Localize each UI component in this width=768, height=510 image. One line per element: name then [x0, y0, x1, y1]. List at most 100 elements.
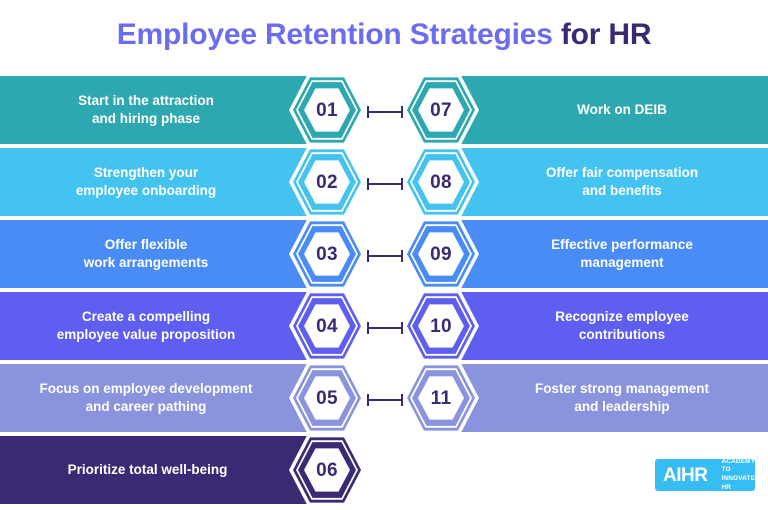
hexagon-number: 09 [430, 243, 452, 265]
strategy-label-right: Foster strong management and leadership [476, 364, 768, 432]
hexagon-number: 08 [430, 171, 452, 193]
label-line: Strengthen your [93, 164, 199, 180]
page-title: Employee Retention Strategies for HR [0, 18, 768, 52]
row-connector-icon [366, 250, 404, 262]
connector-cap-right [401, 106, 403, 118]
row-connector-icon [366, 322, 404, 334]
hexagon-number: 10 [430, 315, 452, 337]
strategy-rows: Start in the attraction and hiring phase 0… [0, 73, 768, 510]
connector-cap-left [367, 178, 369, 190]
hexagon-number: 05 [316, 387, 338, 409]
band-right [438, 292, 768, 360]
connector-bar [368, 183, 402, 185]
connector-cap-right [401, 322, 403, 334]
label-line: Prioritize total well-being [67, 461, 228, 477]
hexagon-badge-02[interactable]: 02 [289, 144, 365, 220]
strategy-row: Start in the attraction and hiring phase 0… [0, 73, 768, 147]
hexagon-badge-03[interactable]: 03 [289, 216, 365, 292]
strategy-label-right: Work on DEIB [476, 76, 768, 144]
band-right [438, 364, 768, 432]
label-line: Focus on employee development [39, 380, 253, 396]
aihr-logo[interactable]: AIHR ACADEMY TO INNOVATE HR [655, 458, 755, 493]
band-left [0, 220, 330, 288]
label-line: and career pathing [85, 399, 207, 414]
label-line: and leadership [574, 399, 670, 414]
strategy-row: Focus on employee development and career … [0, 361, 768, 435]
label-line: contributions [578, 327, 666, 342]
connector-cap-right [401, 178, 403, 190]
connector-cap-left [367, 394, 369, 406]
connector-bar [368, 327, 402, 329]
strategy-label-right: Effective performance management [476, 220, 768, 288]
connector-bar [368, 399, 402, 401]
label-line: Foster strong management [534, 380, 710, 396]
band-left [0, 292, 330, 360]
label-line: Recognize employee [555, 308, 689, 324]
connector-cap-right [401, 394, 403, 406]
logo-wordmark: AIHR [663, 464, 708, 486]
strategy-row: Strengthen your employee onboarding 02 08 Of… [0, 145, 768, 219]
strategy-label-left: Start in the attraction and hiring phase [0, 76, 292, 144]
band-left [0, 148, 330, 216]
label-line: Work on DEIB [577, 101, 667, 117]
strategy-label-left: Focus on employee development and career … [0, 364, 292, 432]
band-right [438, 148, 768, 216]
hexagon-number: 03 [316, 243, 338, 265]
label-line: Offer flexible [104, 236, 188, 252]
label-line: Start in the attraction [78, 92, 214, 108]
strategy-row: Prioritize total well-being 06 [0, 433, 768, 507]
hexagon-badge-11[interactable]: 11 [403, 360, 479, 436]
band-right [438, 220, 768, 288]
strategy-label-left: Offer flexible work arrangements [0, 220, 292, 288]
page-title-main: Employee Retention Strategies [116, 18, 553, 51]
hexagon-badge-10[interactable]: 10 [403, 288, 479, 364]
label-line: Effective performance [551, 236, 693, 252]
hexagon-badge-07[interactable]: 07 [403, 72, 479, 148]
connector-cap-left [367, 106, 369, 118]
logo-tagline-line2: INNOVATE HR [721, 475, 756, 491]
connector-bar [368, 255, 402, 257]
hexagon-number: 02 [316, 171, 338, 193]
hexagon-number: 01 [316, 99, 338, 121]
hexagon-badge-04[interactable]: 04 [289, 288, 365, 364]
band-left [0, 76, 330, 144]
label-line: employee value proposition [56, 327, 236, 342]
strategy-label-left: Prioritize total well-being [0, 436, 295, 504]
band-left [0, 364, 330, 432]
strategy-label-right: Offer fair compensation and benefits [476, 148, 768, 216]
strategy-label-left: Strengthen your employee onboarding [0, 148, 292, 216]
row-connector-icon [366, 106, 404, 118]
band-left [0, 436, 345, 504]
label-line: employee onboarding [75, 183, 217, 198]
row-connector-icon [366, 394, 404, 406]
hexagon-badge-06[interactable]: 06 [289, 432, 365, 508]
label-line: and benefits [582, 183, 662, 198]
hexagon-badge-09[interactable]: 09 [403, 216, 479, 292]
hexagon-badge-05[interactable]: 05 [289, 360, 365, 436]
hexagon-number: 06 [316, 459, 338, 481]
page-title-sub: for HR [552, 18, 652, 51]
connector-cap-right [401, 250, 403, 262]
strategy-label-left: Create a compelling employee value propos… [0, 292, 292, 360]
label-line: and hiring phase [91, 111, 200, 126]
label-line: management [580, 255, 664, 270]
logo-tagline: ACADEMY TO INNOVATE HR [721, 458, 755, 493]
label-line: Offer fair compensation [545, 164, 699, 180]
label-line: work arrangements [83, 255, 209, 270]
connector-cap-left [367, 250, 369, 262]
connector-bar [368, 111, 402, 113]
hexagon-badge-08[interactable]: 08 [403, 144, 479, 220]
connector-cap-left [367, 322, 369, 334]
strategy-row: Offer flexible work arrangements 03 09 Effec… [0, 217, 768, 291]
hexagon-badge-01[interactable]: 01 [289, 72, 365, 148]
row-connector-icon [366, 178, 404, 190]
logo-tagline-line1: ACADEMY TO [721, 457, 756, 474]
label-line: Create a compelling [81, 308, 211, 324]
hexagon-number: 07 [430, 99, 452, 121]
band-right [438, 76, 768, 144]
strategy-row: Create a compelling employee value propos… [0, 289, 768, 363]
hexagon-number: 04 [316, 315, 338, 337]
strategy-label-right: Recognize employee contributions [476, 292, 768, 360]
hexagon-number: 11 [430, 387, 452, 409]
